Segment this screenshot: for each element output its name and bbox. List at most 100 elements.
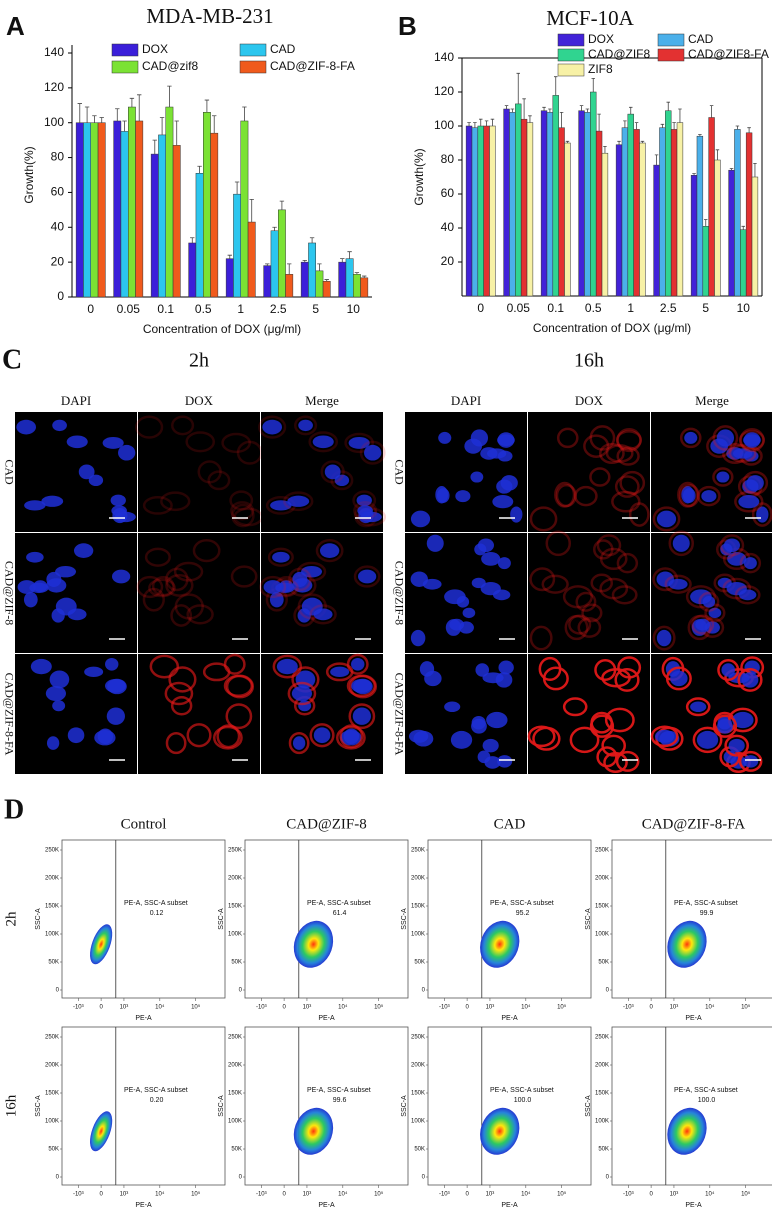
bar [128, 106, 136, 298]
dox-signal [739, 428, 765, 453]
nucleus [470, 471, 484, 483]
legend-label: CAD@zif8 [142, 59, 199, 73]
error-bar [287, 263, 292, 275]
legend-label: DOX [142, 42, 168, 56]
nucleus [410, 629, 426, 647]
bar [601, 152, 609, 297]
error-bar [548, 108, 552, 113]
nucleus [732, 448, 753, 459]
nucleus [17, 580, 36, 594]
gate-label: PE-A, SSC-A subset [490, 900, 554, 907]
error-bar [678, 108, 682, 123]
nucleus [41, 495, 64, 507]
dox-signal [297, 593, 327, 620]
dox-signal [616, 446, 640, 466]
x-axis-label: PE-A [685, 1015, 702, 1022]
dox-signal [577, 617, 602, 638]
dox-signal [309, 723, 335, 748]
nucleus [449, 618, 465, 631]
y-tick-label: 20 [51, 254, 65, 268]
x-tick-label: 10⁴ [338, 1191, 348, 1198]
nucleus [67, 608, 87, 621]
dox-signal [149, 654, 180, 679]
error-bar [115, 108, 120, 121]
nucleus [263, 580, 282, 594]
error-bar [660, 123, 665, 128]
bar [300, 261, 309, 298]
error-bar [729, 168, 734, 171]
bar [247, 221, 256, 298]
dox-signal [529, 567, 556, 592]
y-tick-label: 150K [595, 904, 609, 910]
x-tick-label: 0 [282, 1192, 286, 1198]
dox-signal [225, 674, 255, 699]
legend-swatch [657, 48, 685, 62]
error-bar [703, 219, 708, 227]
y-tick-label: 100K [45, 1119, 59, 1125]
nucleus [272, 551, 290, 563]
x-tick-label: 10⁴ [521, 1191, 531, 1198]
dox-signal [611, 490, 641, 513]
error-bar [585, 108, 590, 113]
nucleus [102, 436, 124, 449]
nucleus [112, 569, 131, 584]
chart-title: MCF-10A [546, 6, 634, 30]
legend-label: DOX [588, 32, 614, 46]
nucleus [118, 444, 136, 461]
dox-signal [173, 561, 204, 582]
bar [270, 230, 279, 298]
legend-label: CAD@ZIF8 [588, 47, 651, 61]
dox-signal [751, 502, 772, 527]
dox-signal [344, 432, 374, 454]
dox-signal [596, 746, 618, 768]
bar [322, 281, 331, 298]
bar [578, 110, 585, 297]
x-tick-label: 10⁵ [741, 1004, 751, 1011]
nucleus [49, 670, 70, 689]
nucleus [727, 552, 747, 566]
dox-signal [142, 496, 173, 515]
dox-signal [336, 725, 366, 750]
x-tick-label: -10³ [623, 1005, 634, 1011]
bar [745, 132, 753, 297]
nucleus [270, 500, 292, 511]
panel-letter: D [4, 794, 24, 825]
x-tick-label: 10⁵ [374, 1191, 384, 1198]
dox-signal [575, 591, 597, 612]
dox-signal [223, 653, 246, 675]
error-bar [99, 117, 104, 123]
bar [665, 110, 672, 297]
bar [653, 164, 660, 297]
bar [308, 242, 316, 298]
y-tick-label: 250K [411, 848, 425, 854]
dox-signal [221, 432, 251, 454]
y-tick-label: 250K [595, 848, 609, 854]
error-bar [347, 251, 352, 259]
row-label: CAD [2, 459, 16, 485]
gate-value: 99.9 [700, 910, 714, 917]
dox-signal [568, 614, 592, 635]
dox-signal [231, 503, 255, 528]
y-tick-label: 150K [411, 1091, 425, 1097]
gate-label: PE-A, SSC-A subset [490, 1087, 554, 1094]
legend-label: ZIF8 [588, 62, 613, 76]
dox-signal [589, 467, 611, 487]
y-tick-label: 140 [434, 50, 454, 64]
bar [83, 122, 91, 298]
bar [564, 142, 571, 297]
nucleus [492, 589, 511, 601]
error-bar [92, 115, 97, 123]
error-bar [516, 72, 521, 104]
nucleus [107, 678, 127, 695]
legend-swatch [239, 60, 267, 74]
nucleus [46, 736, 60, 750]
plot-frame [611, 839, 772, 999]
nucleus [743, 755, 759, 768]
nucleus [500, 475, 518, 491]
dox-signal [737, 667, 763, 692]
dox-signal [599, 547, 628, 571]
x-tick-label: -10³ [623, 1192, 634, 1198]
x-tick-label: 10 [347, 302, 361, 316]
nucleus [717, 718, 733, 734]
bar [728, 169, 735, 297]
